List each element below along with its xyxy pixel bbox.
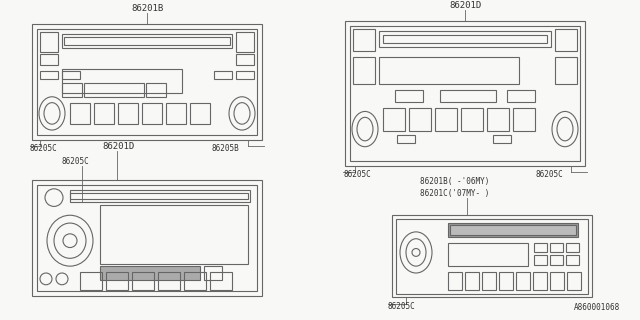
Bar (461, 108, 483, 131)
Text: 86205C: 86205C (535, 170, 563, 179)
Bar (40, 32, 58, 52)
Bar (62, 71, 80, 79)
Text: 86201B: 86201B (131, 4, 163, 12)
Bar (379, 31, 551, 47)
Bar (40, 54, 58, 65)
Bar (118, 103, 138, 124)
Bar (142, 103, 162, 124)
Bar (499, 272, 513, 290)
Bar (493, 135, 511, 143)
Text: 86205C: 86205C (62, 157, 90, 166)
Bar (533, 272, 547, 290)
Bar (94, 103, 114, 124)
Bar (448, 243, 528, 266)
Bar (397, 135, 415, 143)
Text: A860001068: A860001068 (573, 303, 620, 312)
Bar (190, 103, 210, 124)
Bar (204, 266, 222, 280)
Bar (100, 266, 200, 280)
Bar (567, 272, 581, 290)
Bar (236, 54, 254, 65)
Bar (566, 243, 579, 252)
Text: 86201B( -'06MY): 86201B( -'06MY) (420, 177, 490, 186)
Bar (409, 108, 431, 131)
Text: 86201D: 86201D (102, 142, 134, 151)
Text: 86205C: 86205C (343, 170, 371, 179)
Bar (166, 103, 186, 124)
Bar (550, 243, 563, 252)
Bar (448, 272, 462, 290)
Bar (62, 83, 82, 97)
Text: 86205C: 86205C (30, 144, 58, 153)
Bar (32, 180, 262, 296)
Bar (64, 37, 230, 45)
Bar (566, 255, 579, 265)
Text: 86205C: 86205C (388, 302, 416, 311)
Text: 86201D: 86201D (449, 1, 481, 10)
Bar (534, 255, 547, 265)
Bar (32, 24, 262, 140)
Bar (37, 185, 257, 291)
Bar (383, 35, 547, 43)
Bar (465, 272, 479, 290)
Bar (513, 108, 535, 131)
Bar (450, 225, 576, 235)
Bar (132, 272, 154, 290)
Bar (84, 83, 144, 97)
Bar (392, 215, 592, 298)
Bar (516, 272, 530, 290)
Bar (236, 71, 254, 79)
Text: 86201C('07MY- ): 86201C('07MY- ) (420, 188, 490, 198)
Bar (37, 29, 257, 135)
Bar (70, 193, 248, 199)
Bar (440, 90, 496, 102)
Bar (383, 108, 405, 131)
Bar (507, 90, 535, 102)
Bar (80, 272, 102, 290)
Bar (487, 108, 509, 131)
Bar (62, 34, 232, 48)
Text: 86205B: 86205B (212, 144, 240, 153)
Bar (550, 255, 563, 265)
Bar (555, 57, 577, 84)
Bar (70, 190, 250, 202)
Bar (435, 108, 457, 131)
Bar (100, 205, 248, 264)
Bar (396, 219, 588, 293)
Bar (210, 272, 232, 290)
Bar (353, 29, 375, 51)
Bar (353, 57, 375, 84)
Bar (62, 69, 182, 93)
Bar (106, 272, 128, 290)
Bar (214, 71, 232, 79)
Bar (350, 26, 580, 161)
Bar (236, 32, 254, 52)
Bar (40, 71, 58, 79)
Bar (158, 272, 180, 290)
Bar (70, 103, 90, 124)
Bar (345, 21, 585, 166)
Bar (146, 83, 166, 97)
Bar (550, 272, 564, 290)
Bar (395, 90, 423, 102)
Bar (482, 272, 496, 290)
Bar (184, 272, 206, 290)
Bar (555, 29, 577, 51)
Bar (534, 243, 547, 252)
Bar (448, 223, 578, 237)
Bar (379, 57, 519, 84)
